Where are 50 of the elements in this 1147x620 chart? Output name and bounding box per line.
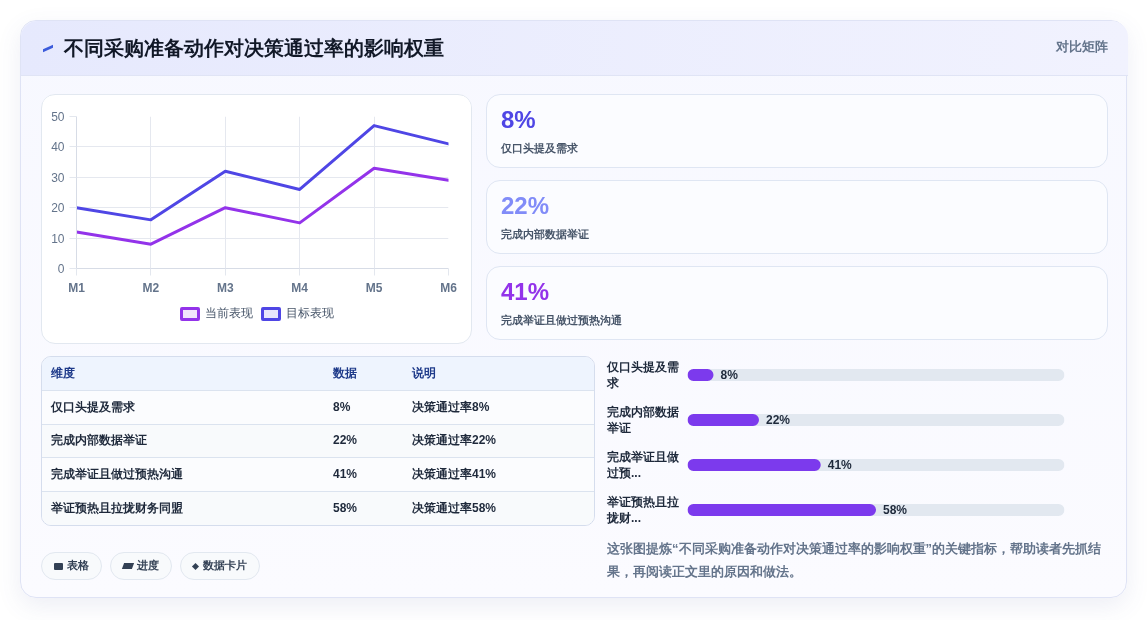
text: 举证预热且拉拢财务同盟 bbox=[51, 499, 184, 517]
x-tick-label: M4 bbox=[291, 280, 309, 295]
y-tick-label: 40 bbox=[51, 140, 65, 155]
text: 8% bbox=[333, 398, 352, 416]
text: 表格 bbox=[41, 552, 102, 580]
text: 22% bbox=[501, 192, 551, 220]
text: 41% bbox=[501, 278, 551, 306]
text: 决策通过率8% bbox=[412, 398, 491, 416]
y-tick-label: 完成举证且做过预... bbox=[607, 448, 680, 481]
x-tick-label: M1 bbox=[68, 280, 86, 295]
data-label: 8% bbox=[720, 368, 739, 382]
legend-label: 目标表现 bbox=[285, 305, 334, 322]
text: 完成举证且做过预热沟通 bbox=[51, 465, 184, 483]
text: 说明 bbox=[412, 364, 437, 382]
text: 仅口头提及需求 bbox=[501, 141, 579, 156]
text: 对比矩阵 bbox=[1056, 39, 1108, 57]
text: 完成举证且做过预热沟通 bbox=[501, 313, 623, 328]
line-series bbox=[76, 124, 449, 222]
data-label: 41% bbox=[827, 458, 853, 472]
text: 决策通过率22% bbox=[412, 432, 498, 450]
text: 完成内部数据举证 bbox=[501, 227, 590, 242]
y-tick-label: 完成内部数据举证 bbox=[607, 403, 680, 436]
x-tick-label: M5 bbox=[365, 280, 383, 295]
bar bbox=[687, 413, 759, 427]
text: 决策通过率58% bbox=[412, 499, 498, 517]
data-label: 58% bbox=[883, 503, 908, 517]
text: 58% bbox=[333, 499, 359, 517]
text: 进度 bbox=[110, 552, 172, 580]
text: 决策通过率41% bbox=[412, 465, 498, 483]
text: 41% bbox=[333, 465, 359, 483]
line-series bbox=[76, 166, 449, 246]
text: 数据 bbox=[333, 364, 358, 382]
y-tick-label: 0 bbox=[57, 262, 65, 276]
x-tick-label: M3 bbox=[216, 280, 234, 295]
text: 8% bbox=[501, 106, 537, 134]
chart-title: 不同采购准备动作对决策通过率的影响权重 bbox=[64, 35, 444, 61]
y-tick-label: 举证预热且拉拢财... bbox=[607, 493, 680, 526]
x-tick-label: M2 bbox=[142, 280, 160, 295]
data-label: 22% bbox=[766, 413, 791, 427]
text: 这张图提炼“不同采购准备动作对决策通过率的影响权重”的关键指标，帮助读者先抓结果，再阅读正文里的原因和做法。 bbox=[607, 540, 1102, 581]
text: 维度 bbox=[51, 364, 76, 382]
y-tick-label: 仅口头提及需求 bbox=[607, 358, 680, 391]
y-tick-label: 50 bbox=[51, 110, 65, 124]
y-tick-label: 10 bbox=[51, 231, 65, 246]
text: 22% bbox=[333, 432, 359, 450]
legend-label: 当前表现 bbox=[204, 305, 253, 322]
x-tick-label: M6 bbox=[440, 280, 458, 295]
y-tick-label: 20 bbox=[51, 201, 65, 216]
text: 数据卡片 bbox=[180, 552, 260, 580]
y-tick-label: 30 bbox=[51, 170, 65, 185]
